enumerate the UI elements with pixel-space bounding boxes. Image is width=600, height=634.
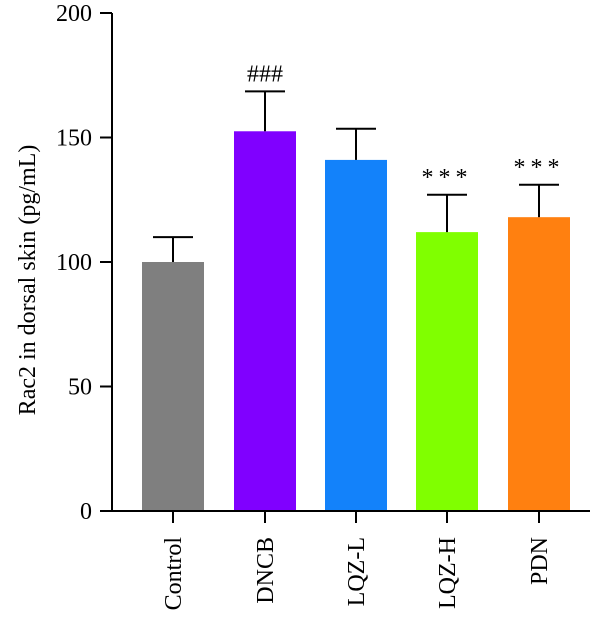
significance-annotations: ### *** *** — [247, 61, 565, 191]
x-tick-label-dncb: DNCB — [253, 537, 279, 604]
bar-lqz-l — [325, 159, 387, 511]
x-axis: Control DNCB LQZ-L LQZ-H PDN — [112, 510, 590, 611]
y-tick-label-150: 150 — [56, 126, 92, 152]
annotation-lqz-h: *** — [422, 165, 473, 191]
annotation-dncb: ### — [247, 61, 283, 87]
annotation-pdn: *** — [514, 155, 565, 181]
y-axis-label: Rac2 in dorsal skin (pg/mL) — [15, 145, 41, 416]
y-axis: 0 50 100 150 200 — [56, 1, 113, 525]
bar-dncb — [234, 131, 296, 511]
y-tick-label-50: 50 — [68, 375, 92, 401]
y-tick-label-100: 100 — [56, 250, 92, 276]
bars — [142, 131, 570, 511]
bar-lqz-h — [416, 232, 478, 511]
x-tick-label-pdn: PDN — [527, 537, 553, 585]
x-tick-label-lqz-l: LQZ-L — [344, 537, 370, 606]
y-tick-label-0: 0 — [80, 499, 92, 525]
bar-pdn — [508, 217, 570, 511]
x-tick-label-lqz-h: LQZ-H — [435, 537, 461, 609]
y-tick-label-200: 200 — [56, 1, 92, 27]
x-tick-label-control: Control — [161, 537, 187, 611]
bar-control — [142, 262, 204, 511]
error-bars — [153, 90, 559, 262]
